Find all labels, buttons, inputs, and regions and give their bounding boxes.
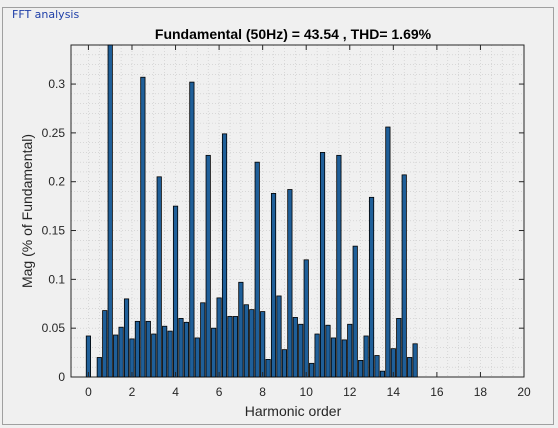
y-axis-label: Mag (% of Fundamental) bbox=[19, 134, 35, 288]
bar bbox=[134, 320, 141, 378]
x-tick-label: 18 bbox=[474, 385, 488, 399]
bar bbox=[205, 154, 211, 378]
x-tick-label: 14 bbox=[387, 385, 401, 399]
bar bbox=[309, 362, 315, 378]
x-tick-label: 20 bbox=[517, 385, 531, 399]
bar bbox=[129, 338, 135, 378]
bar bbox=[162, 325, 168, 378]
bar bbox=[118, 326, 124, 378]
bar bbox=[227, 316, 233, 378]
fft-panel: FFT analysis bbox=[2, 7, 554, 425]
chart-title: Fundamental (50Hz) = 43.54 , THD= 1.69% bbox=[155, 26, 432, 42]
bar bbox=[123, 298, 130, 378]
bar bbox=[200, 302, 206, 378]
x-tick-label: 8 bbox=[259, 385, 266, 399]
bar bbox=[85, 335, 92, 378]
bar bbox=[194, 337, 200, 378]
bar bbox=[336, 154, 342, 378]
y-tick-label: 0.1 bbox=[48, 272, 65, 286]
bar bbox=[407, 357, 413, 378]
x-tick-label: 4 bbox=[172, 385, 179, 399]
bar bbox=[303, 259, 309, 378]
bar bbox=[368, 196, 375, 378]
y-tick-label: 0.05 bbox=[42, 321, 66, 335]
y-axis-ticks: 0 0.05 0.1 0.15 0.2 0.25 0.3 bbox=[42, 77, 524, 384]
y-tick-label: 0.2 bbox=[48, 175, 65, 189]
bar bbox=[412, 343, 418, 378]
bar bbox=[178, 318, 184, 378]
x-axis-ticks: 0 2 4 6 8 10 12 14 16 18 20 bbox=[85, 45, 531, 399]
bar bbox=[216, 297, 222, 378]
bar bbox=[401, 174, 407, 378]
panel-title: FFT analysis bbox=[9, 8, 83, 22]
bar bbox=[243, 304, 249, 378]
x-axis-label: Harmonic order bbox=[245, 403, 342, 419]
bar bbox=[287, 189, 293, 378]
x-tick-label: 12 bbox=[343, 385, 357, 399]
bar bbox=[374, 355, 380, 378]
y-tick-label: 0.25 bbox=[42, 126, 66, 140]
x-tick-label: 10 bbox=[300, 385, 314, 399]
bar bbox=[396, 318, 402, 378]
bar bbox=[172, 205, 179, 378]
bar bbox=[379, 370, 386, 378]
bar bbox=[260, 311, 266, 378]
bar bbox=[298, 323, 304, 378]
bar bbox=[352, 245, 358, 378]
bar bbox=[270, 193, 277, 378]
bar bbox=[314, 333, 320, 378]
y-tick-label: 0.3 bbox=[48, 77, 65, 91]
bar bbox=[281, 349, 288, 378]
bar bbox=[211, 327, 217, 378]
y-tick-label: 0 bbox=[58, 370, 65, 384]
bar bbox=[254, 161, 260, 378]
bar bbox=[265, 359, 271, 378]
bar bbox=[107, 44, 113, 378]
bar bbox=[358, 359, 364, 378]
bar bbox=[319, 152, 326, 378]
bar bbox=[183, 321, 190, 378]
bar bbox=[151, 333, 157, 378]
bar bbox=[145, 320, 151, 378]
bar bbox=[189, 81, 195, 378]
bar bbox=[292, 317, 298, 378]
bar bbox=[238, 281, 244, 378]
bar bbox=[347, 323, 353, 378]
bar bbox=[385, 126, 391, 378]
bar bbox=[167, 330, 173, 378]
bar-series bbox=[85, 44, 418, 378]
bar bbox=[102, 310, 108, 378]
bar bbox=[341, 339, 347, 378]
bar bbox=[232, 316, 239, 378]
x-tick-label: 0 bbox=[85, 385, 92, 399]
x-tick-label: 6 bbox=[216, 385, 223, 399]
bar bbox=[140, 76, 146, 378]
bar bbox=[113, 334, 119, 378]
bar bbox=[221, 133, 228, 378]
bar bbox=[249, 309, 255, 378]
bar bbox=[96, 357, 102, 378]
bar bbox=[330, 337, 337, 378]
x-tick-label: 16 bbox=[430, 385, 444, 399]
bar bbox=[325, 324, 331, 378]
bar bbox=[276, 295, 282, 378]
bar bbox=[363, 335, 369, 378]
y-tick-label: 0.15 bbox=[42, 224, 66, 238]
bar bbox=[156, 176, 162, 378]
x-tick-label: 2 bbox=[129, 385, 136, 399]
